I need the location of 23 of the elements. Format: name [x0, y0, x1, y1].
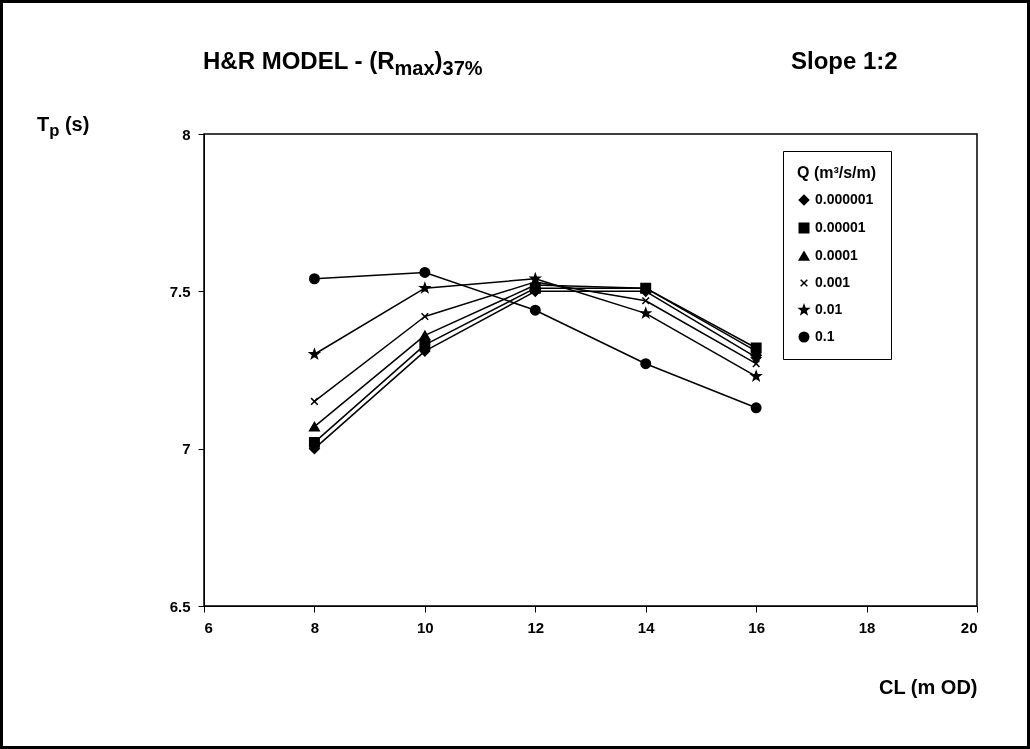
x-tick-label: 20: [960, 618, 978, 636]
legend-label: 0.01: [815, 301, 843, 317]
x-tick-label: 12: [527, 618, 545, 636]
y-tick-label: 8: [182, 125, 191, 143]
legend-label: 0.00001: [815, 219, 866, 235]
x-tick-label: 10: [417, 618, 434, 636]
y-tick-label: 7: [182, 440, 191, 458]
legend-title: Q (m³/s/m): [797, 164, 877, 181]
x-tick-label: 18: [858, 618, 876, 636]
x-tick-label: 14: [637, 618, 656, 636]
legend-label: 0.000001: [815, 191, 874, 207]
chart-title: H&R MODEL - (R$_{max}$)$_{37%}$: [203, 47, 483, 80]
x-tick-label: 16: [748, 618, 765, 636]
x-axis-title: CL (m OD): [878, 675, 978, 698]
chart-subtitle: Slope 1:2: [791, 47, 898, 75]
y-tick-label: 6.5: [169, 597, 191, 615]
legend-label: 0.1: [815, 328, 835, 344]
y-tick-label: 7.5: [169, 282, 191, 300]
legend-label: 0.001: [815, 274, 851, 290]
x-tick-label: 6: [204, 618, 213, 636]
x-tick-label: 8: [310, 618, 320, 636]
y-axis-title: T$_{p}$ (s): [37, 113, 90, 141]
legend-label: 0.0001: [815, 247, 859, 263]
